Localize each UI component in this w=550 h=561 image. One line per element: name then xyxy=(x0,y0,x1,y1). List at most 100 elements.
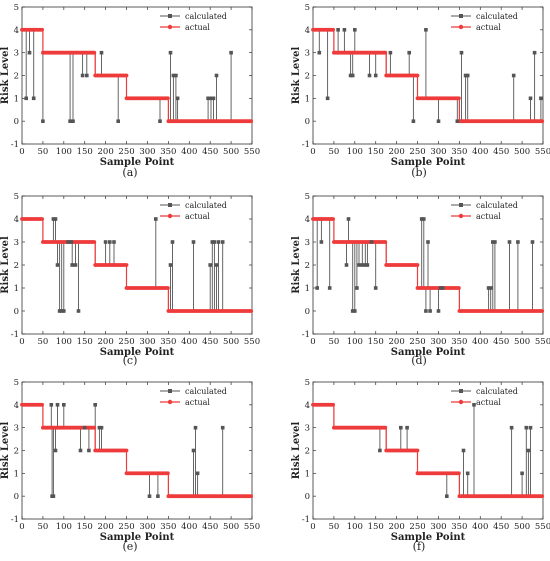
calculated-point xyxy=(103,240,108,244)
x-tick-label: 150 xyxy=(77,522,93,532)
actual-point xyxy=(331,27,335,32)
y-tick-label: 3 xyxy=(305,424,310,434)
y-tick-label: -1 xyxy=(302,140,310,150)
x-tick-label: 50 xyxy=(328,522,339,532)
y-tick-label: 5 xyxy=(305,3,310,13)
y-tick-label: 3 xyxy=(14,238,19,248)
y-axis-label: Risk Level xyxy=(291,422,302,480)
x-axis-label: Sample Point xyxy=(391,157,466,168)
x-tick-label: 550 xyxy=(535,337,550,347)
actual-point xyxy=(92,240,97,244)
calculated-point xyxy=(154,217,158,221)
x-tick-label: 50 xyxy=(328,147,339,157)
legend-calculated-marker xyxy=(459,389,463,393)
y-tick-label: 4 xyxy=(14,26,19,36)
calculated-point xyxy=(365,263,370,267)
calculated-point xyxy=(526,448,531,453)
calculated-point xyxy=(528,425,533,430)
calculated-point xyxy=(445,494,449,498)
x-tick-label: 0 xyxy=(310,147,315,157)
actual-point xyxy=(457,286,461,290)
y-tick-label: 4 xyxy=(305,215,310,225)
panel-caption: (f) xyxy=(413,540,426,553)
legend: calculated actual xyxy=(160,201,227,221)
actual-point xyxy=(40,402,44,407)
legend: calculated actual xyxy=(451,387,518,407)
x-axis-label: Sample Point xyxy=(100,532,175,543)
calculated-point xyxy=(99,425,104,430)
calculated-point xyxy=(49,403,54,407)
calculated-point xyxy=(539,96,543,101)
calculated-point xyxy=(27,50,32,55)
legend-entry-calculated: calculated xyxy=(476,387,518,396)
x-tick-label: 150 xyxy=(368,522,384,532)
x-tick-label: 100 xyxy=(347,147,363,157)
y-tick-label: 2 xyxy=(305,447,310,457)
x-tick-label: 500 xyxy=(223,337,239,347)
legend-entry-calculated: calculated xyxy=(185,387,227,396)
x-tick-label: 400 xyxy=(472,147,488,157)
calculated-point xyxy=(486,286,491,290)
actual-series-line xyxy=(313,29,543,122)
x-axis-label: Sample Point xyxy=(391,347,466,358)
calculated-point xyxy=(346,217,351,221)
x-tick-label: 350 xyxy=(160,337,176,347)
calculated-point xyxy=(212,240,217,244)
calculated-point xyxy=(53,448,58,453)
x-tick-label: 450 xyxy=(493,147,509,157)
calculated-point xyxy=(532,50,537,55)
calculated-point xyxy=(170,240,175,244)
calculated-point xyxy=(209,96,213,101)
calculated-point xyxy=(59,309,64,313)
calculated-point xyxy=(158,119,162,123)
y-tick-label: -1 xyxy=(302,515,310,525)
y-axis-label: Risk Level xyxy=(0,236,11,294)
calculated-point xyxy=(116,119,120,123)
x-tick-label: 550 xyxy=(244,337,260,347)
y-tick-label: 5 xyxy=(14,378,19,388)
calculated-point xyxy=(373,73,378,78)
x-tick-label: 550 xyxy=(244,522,260,532)
actual-point xyxy=(92,50,97,55)
calculated-point xyxy=(220,425,225,430)
x-tick-label: 350 xyxy=(451,522,467,532)
calculated-point xyxy=(211,96,216,101)
calculated-point xyxy=(436,309,441,313)
x-tick-label: 550 xyxy=(244,147,260,157)
calculated-point xyxy=(528,96,533,101)
y-tick-label: 3 xyxy=(14,424,19,434)
actual-point xyxy=(415,73,420,78)
calculated-point xyxy=(350,73,355,78)
x-tick-label: 250 xyxy=(409,147,425,157)
x-tick-label: 0 xyxy=(310,522,315,532)
calculated-point xyxy=(373,286,378,290)
x-tick-label: 450 xyxy=(202,147,218,157)
panel-caption: (e) xyxy=(122,540,137,553)
calculated-point xyxy=(57,309,62,313)
y-tick-label: 5 xyxy=(14,192,19,202)
calculated-point xyxy=(319,240,324,244)
calculated-point xyxy=(399,425,403,430)
calculated-point xyxy=(210,240,215,244)
calculated-point xyxy=(168,50,173,55)
chart-panel-4: 0 50 100 150 200 250 300 350 400 450 500 550-101234… xyxy=(291,192,550,367)
calculated-point xyxy=(465,471,470,476)
calculated-point xyxy=(193,425,198,430)
y-tick-label: 0 xyxy=(305,492,310,502)
actual-point xyxy=(540,119,545,124)
actual-point xyxy=(383,240,388,244)
actual-point xyxy=(40,27,44,32)
calculated-point xyxy=(363,263,368,267)
y-tick-label: 1 xyxy=(305,94,310,104)
calculated-point xyxy=(41,119,45,123)
legend-entry-actual: actual xyxy=(476,23,501,32)
legend-actual-marker xyxy=(458,399,464,405)
legend-entry-calculated: calculated xyxy=(185,12,227,21)
legend-actual-marker xyxy=(458,24,464,30)
calculated-point xyxy=(214,73,219,78)
calculated-point xyxy=(51,217,56,221)
plot-frame xyxy=(312,381,544,520)
calculated-point xyxy=(69,240,74,244)
calculated-point xyxy=(220,240,225,244)
calculated-point xyxy=(317,50,322,55)
